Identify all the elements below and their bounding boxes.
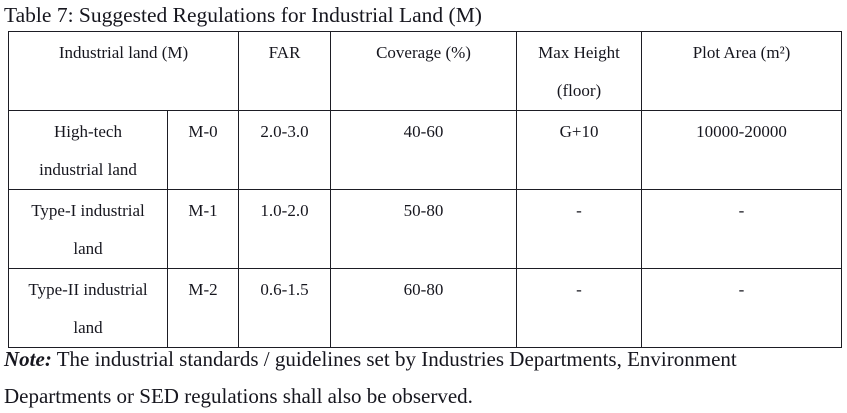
cell-far: 0.6-1.5 xyxy=(238,268,332,348)
header-coverage: Coverage (%) xyxy=(330,31,518,111)
cell-far: 2.0-3.0 xyxy=(238,110,332,190)
note-text: The industrial standards / guidelines se… xyxy=(4,347,737,408)
header-industrial-land: Industrial land (M) xyxy=(7,31,240,111)
cell-coverage: 40-60 xyxy=(330,110,518,190)
note-label: Note: xyxy=(4,347,52,371)
cell-max-height: G+10 xyxy=(516,110,643,190)
cell-land-name: Type-II industrial land xyxy=(8,268,168,348)
header-far: FAR xyxy=(238,31,332,111)
cell-plot-area: - xyxy=(641,189,843,269)
cell-far: 1.0-2.0 xyxy=(238,189,332,269)
table-header-row: Industrial land (M) FAR Coverage (%) Max… xyxy=(7,31,843,111)
cell-coverage: 50-80 xyxy=(330,189,518,269)
industrial-land-regulations-table: Industrial land (M) FAR Coverage (%) Max… xyxy=(7,31,843,348)
cell-land-code: M-0 xyxy=(166,110,240,190)
table-title: Table 7: Suggested Regulations for Indus… xyxy=(4,3,482,27)
cell-land-code: M-1 xyxy=(166,189,240,269)
header-plot-area: Plot Area (m²) xyxy=(641,31,843,111)
cell-land-name: Type-I industrial land xyxy=(8,189,168,269)
header-max-height: Max Height (floor) xyxy=(516,31,643,111)
table-note: Note: The industrial standards / guideli… xyxy=(4,341,845,413)
table-row-type-2: Type-II industrial land M-2 0.6-1.5 60-8… xyxy=(8,268,843,348)
cell-max-height: - xyxy=(516,189,643,269)
cell-land-name: High-tech industrial land xyxy=(8,110,168,190)
cell-coverage: 60-80 xyxy=(330,268,518,348)
cell-plot-area: 10000-20000 xyxy=(641,110,843,190)
cell-plot-area: - xyxy=(641,268,843,348)
table-row-high-tech: High-tech industrial land M-0 2.0-3.0 40… xyxy=(8,110,843,190)
cell-land-code: M-2 xyxy=(166,268,240,348)
table-row-type-1: Type-I industrial land M-1 1.0-2.0 50-80… xyxy=(8,189,843,269)
cell-max-height: - xyxy=(516,268,643,348)
